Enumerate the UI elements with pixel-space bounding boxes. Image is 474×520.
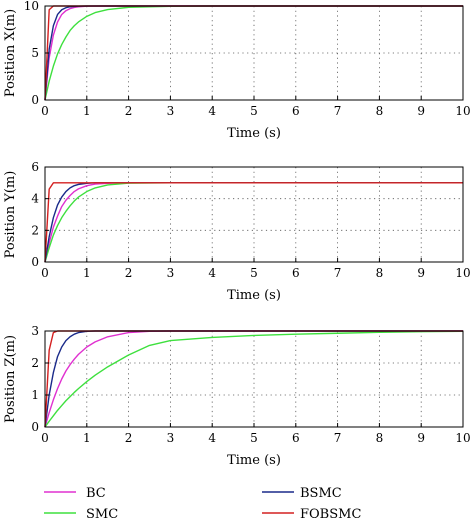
x-tick-label: 4: [208, 266, 216, 280]
x-tick-label: 5: [250, 104, 258, 118]
x-tick-label: 1: [83, 431, 91, 445]
x-axis-label: Time (s): [227, 453, 281, 468]
x-tick-label: 2: [125, 104, 133, 118]
legend: BC BSMC SMC FOBSMC: [44, 486, 361, 520]
x-tick-label: 0: [41, 104, 49, 118]
panel-1: 0 1 2 3 4 5 6 7 8 9 10 0 5 10 Time (s) Position X(m): [3, 0, 471, 141]
y-tick-label: 0: [31, 420, 39, 434]
panel-3: 0 1 2 3 4 5 6 7 8 9 10 0 1 2 3 Time (s) Position Z(m): [3, 324, 471, 468]
x-tick-label: 6: [292, 104, 300, 118]
x-tick-label: 0: [41, 266, 49, 280]
series-line-smc: [44, 182, 463, 263]
x-axis-label: Time (s): [227, 126, 281, 141]
x-tick-label: 4: [208, 431, 216, 445]
y-tick-label: 2: [31, 223, 39, 237]
panel-2: 0 1 2 3 4 5 6 7 8 9 10 0 2 4 6 Time (s) Position Y(m): [3, 160, 471, 303]
x-tick-label: 6: [292, 266, 300, 280]
x-tick-label: 1: [83, 266, 91, 280]
y-axis-label: Position X(m): [3, 9, 18, 97]
x-tick-label: 3: [167, 104, 175, 118]
y-axis-label: Position Z(m): [3, 335, 18, 423]
y-tick-label: 4: [31, 192, 39, 206]
x-tick-label: 10: [455, 104, 470, 118]
y-tick-label: 1: [31, 388, 39, 402]
x-tick-label: 9: [417, 266, 425, 280]
series-line-smc: [44, 330, 464, 428]
x-tick-label: 7: [334, 104, 342, 118]
x-tick-label: 7: [334, 266, 342, 280]
series-line-bc: [44, 182, 463, 263]
y-tick-label: 5: [31, 46, 39, 60]
y-tick-label: 3: [31, 324, 39, 338]
y-tick-label: 10: [24, 0, 39, 13]
legend-label-bsmc: BSMC: [300, 486, 342, 501]
legend-label-fobsmc: FOBSMC: [300, 507, 361, 520]
x-tick-label: 3: [167, 266, 175, 280]
legend-label-bc: BC: [86, 486, 106, 501]
series-line-fobsmc: [44, 182, 463, 263]
x-tick-label: 10: [455, 431, 470, 445]
y-tick-label: 6: [31, 160, 39, 174]
x-tick-label: 8: [376, 266, 384, 280]
x-tick-label: 2: [125, 431, 133, 445]
x-tick-label: 9: [417, 104, 425, 118]
x-tick-label: 9: [417, 431, 425, 445]
y-axis-label: Position Y(m): [3, 171, 18, 259]
x-axis-label: Time (s): [227, 288, 281, 303]
y-tick-label: 0: [31, 255, 39, 269]
x-tick-label: 8: [376, 104, 384, 118]
x-tick-label: 10: [455, 266, 470, 280]
x-tick-label: 6: [292, 431, 300, 445]
x-tick-label: 1: [83, 104, 91, 118]
x-tick-label: 3: [167, 431, 175, 445]
y-tick-label: 2: [31, 356, 39, 370]
x-tick-label: 7: [334, 431, 342, 445]
x-tick-label: 5: [250, 266, 258, 280]
series-line-bsmc: [44, 182, 463, 263]
x-tick-label: 2: [125, 266, 133, 280]
legend-label-smc: SMC: [86, 507, 118, 520]
x-tick-label: 4: [208, 104, 216, 118]
y-tick-label: 0: [31, 93, 39, 107]
x-tick-label: 5: [250, 431, 258, 445]
x-tick-label: 0: [41, 431, 49, 445]
x-tick-label: 8: [376, 431, 384, 445]
